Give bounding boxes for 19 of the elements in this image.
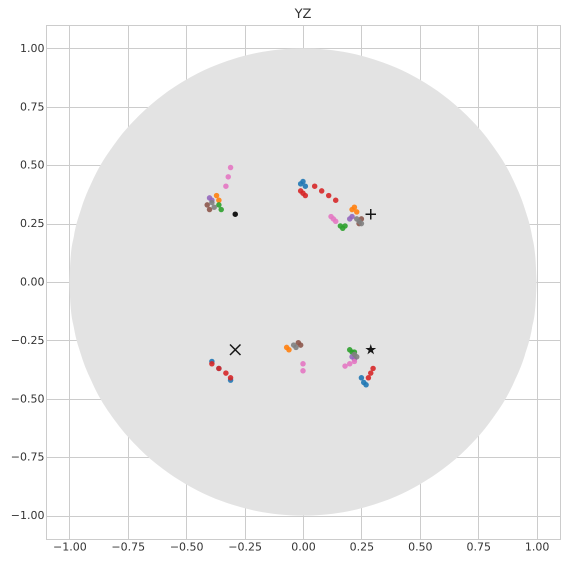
x-tick-label: 0.25 xyxy=(350,540,374,554)
x-tick-label: 0.75 xyxy=(466,540,491,554)
x-tick-label: −0.75 xyxy=(111,540,146,554)
x-tick-label: −0.25 xyxy=(228,540,262,554)
x-tick-label: 0.50 xyxy=(408,540,433,554)
x-tick-label: −0.50 xyxy=(170,540,204,554)
y-tick-label: −1.00 xyxy=(10,509,44,522)
x-tick-label: −1.00 xyxy=(53,540,87,554)
y-tick-label: 0.25 xyxy=(20,217,44,230)
y-tick-label: −0.75 xyxy=(10,450,44,464)
y-tick-label: 0.75 xyxy=(20,100,44,114)
x-tick-label: 1.00 xyxy=(524,540,550,554)
y-tick-label: −0.50 xyxy=(10,392,44,406)
x-tick-label: 0.00 xyxy=(291,540,316,554)
y-tick-label: 0.00 xyxy=(20,276,44,288)
chart-title: YZ xyxy=(294,7,312,22)
y-tick-label: 1.00 xyxy=(20,42,44,55)
y-tick-label: −0.25 xyxy=(10,334,44,347)
y-tick-label: 0.50 xyxy=(20,158,44,172)
